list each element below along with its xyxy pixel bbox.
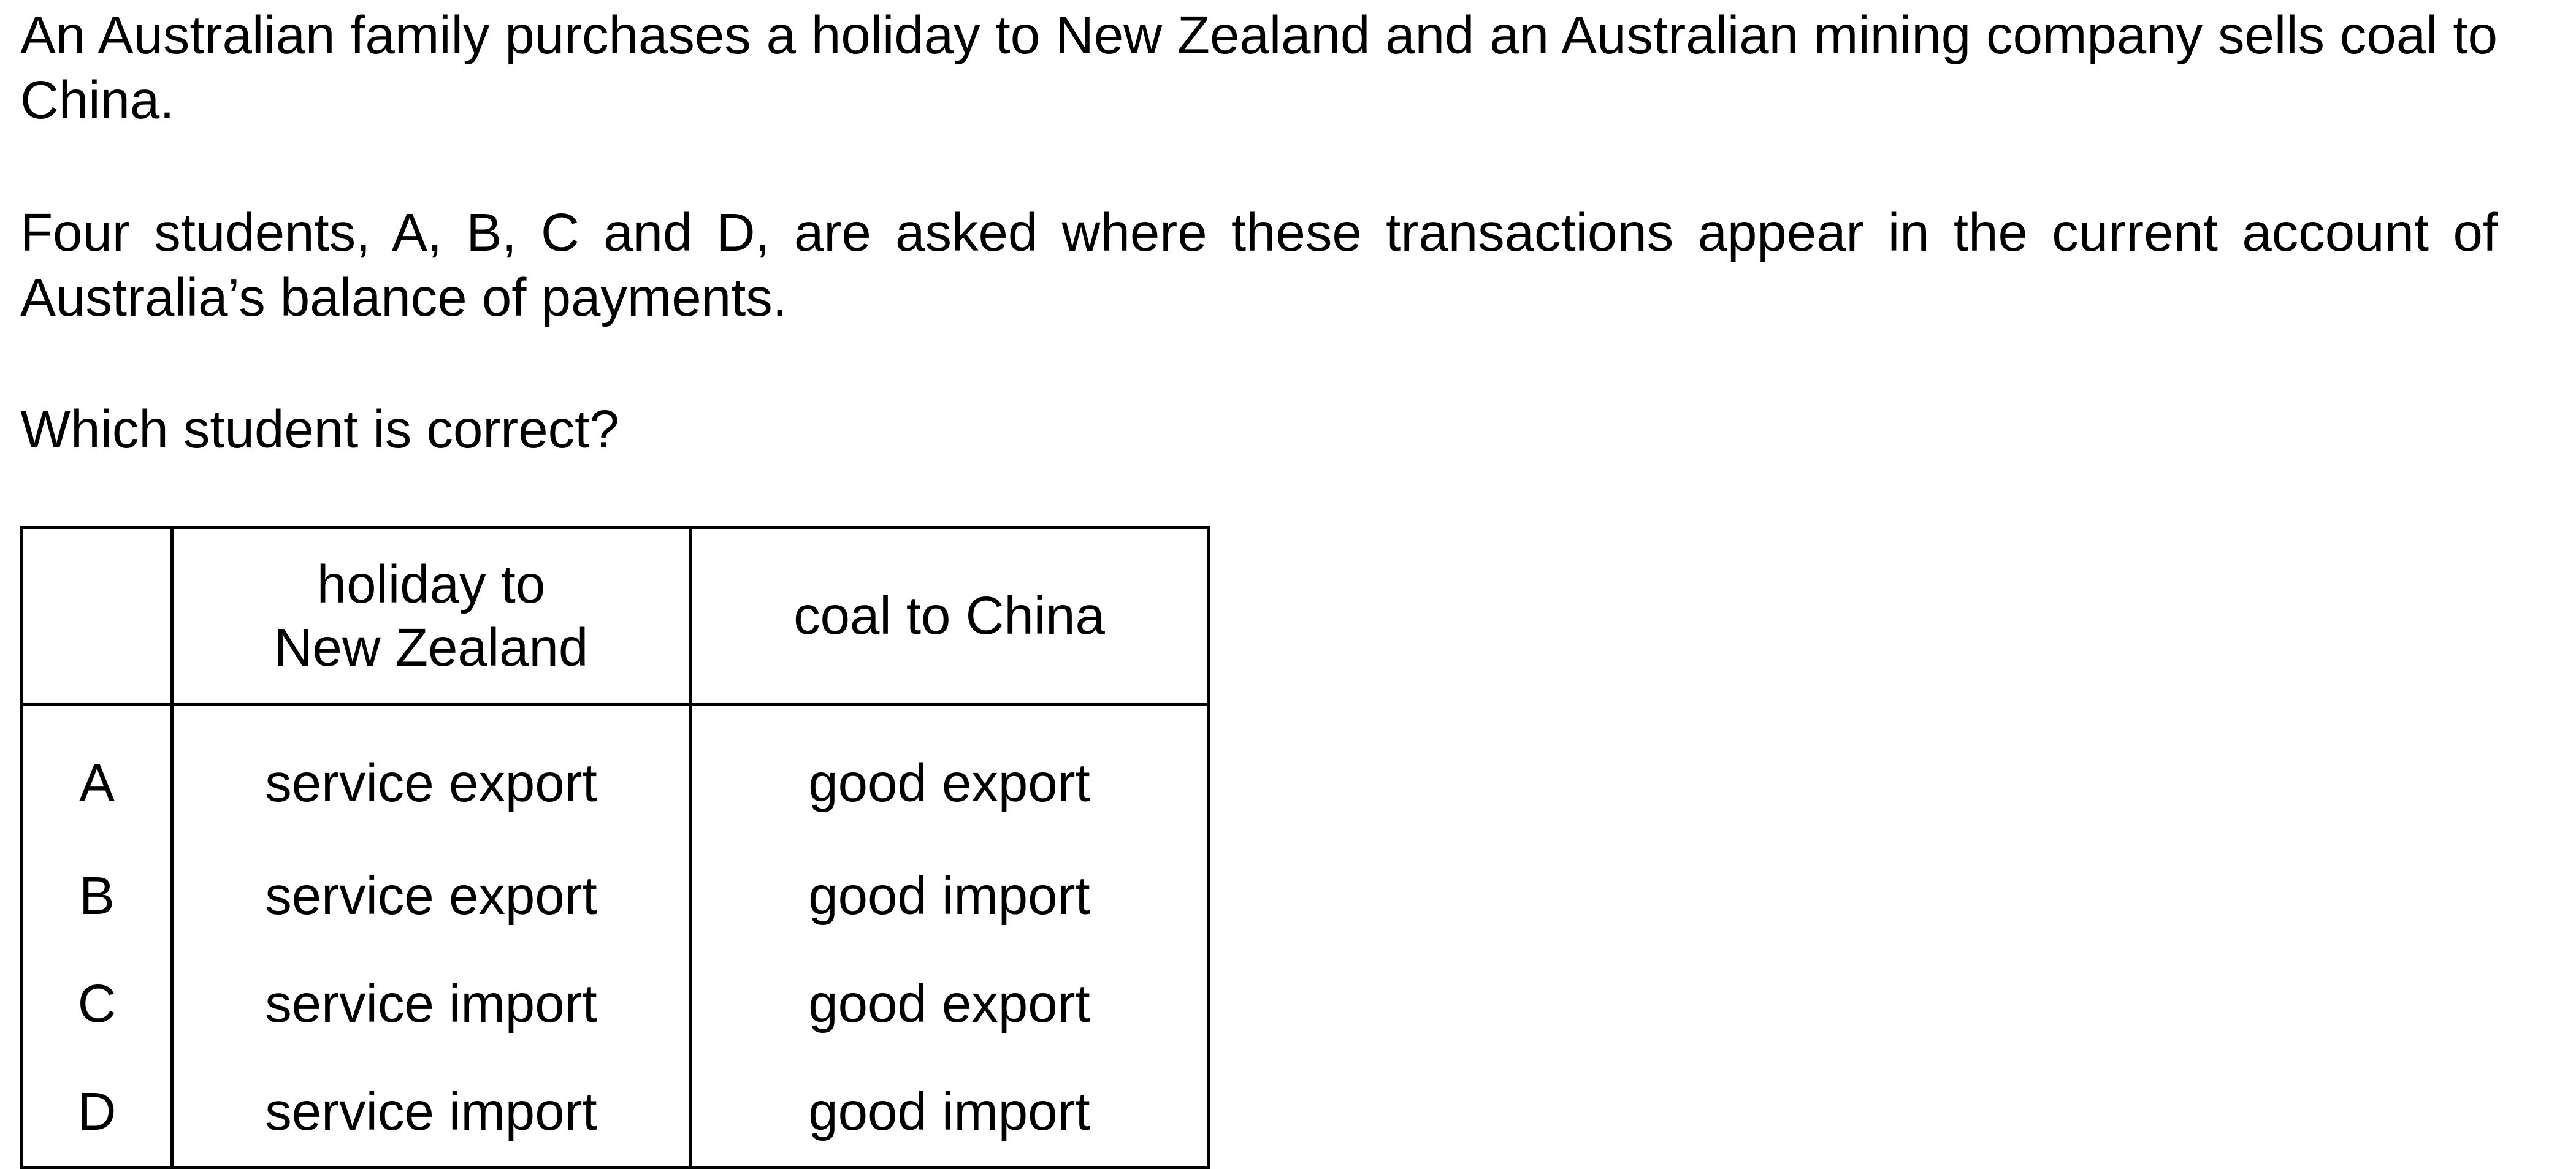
table-row[interactable]: A service export good export: [20, 704, 1210, 842]
header-key: [20, 526, 174, 706]
option-c-holiday: service import: [170, 950, 692, 1058]
header-holiday-line2: New Zealand: [273, 617, 589, 677]
table-row[interactable]: C service import good export: [20, 950, 1210, 1058]
answer-options-table: holiday to New Zealand coal to China A s…: [20, 526, 1210, 1169]
header-coal: coal to China: [689, 526, 1210, 706]
option-a-coal: good export: [689, 704, 1210, 842]
option-b-holiday: service export: [170, 842, 692, 950]
option-key-d: D: [20, 1057, 174, 1169]
option-c-coal: good export: [689, 950, 1210, 1058]
header-holiday-line1: holiday to: [316, 554, 546, 614]
question-context: Four students, A, B, C and D, are asked …: [20, 203, 2498, 327]
option-key-b: B: [20, 842, 174, 950]
table-row[interactable]: D service import good import: [20, 1057, 1210, 1169]
header-holiday: holiday to New Zealand: [170, 526, 692, 706]
option-key-c: C: [20, 950, 174, 1058]
option-d-coal: good import: [689, 1057, 1210, 1169]
option-key-a: A: [20, 704, 174, 842]
table-header-row: holiday to New Zealand coal to China: [20, 526, 1210, 706]
table-row[interactable]: B service export good import: [20, 842, 1210, 950]
option-a-holiday: service export: [170, 704, 692, 842]
question-prompt: Which student is correct?: [20, 400, 619, 459]
question-intro: An Australian family purchases a holiday…: [20, 6, 2498, 130]
option-b-coal: good import: [689, 842, 1210, 950]
option-d-holiday: service import: [170, 1057, 692, 1169]
